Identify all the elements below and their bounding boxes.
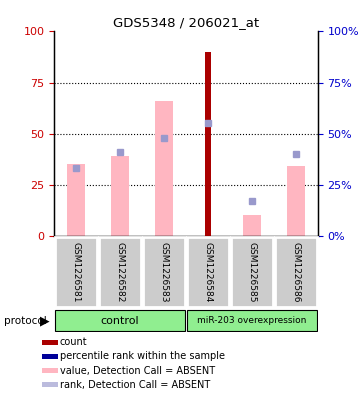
Bar	[243, 215, 261, 236]
Text: rank, Detection Call = ABSENT: rank, Detection Call = ABSENT	[60, 380, 210, 390]
Bar	[155, 101, 173, 236]
Bar	[231, 237, 273, 307]
Text: control: control	[101, 316, 139, 326]
Text: percentile rank within the sample: percentile rank within the sample	[60, 351, 225, 362]
Text: value, Detection Call = ABSENT: value, Detection Call = ABSENT	[60, 365, 215, 376]
Bar	[42, 382, 57, 387]
Text: GSM1226583: GSM1226583	[160, 242, 169, 302]
Text: miR-203 overexpression: miR-203 overexpression	[197, 316, 306, 325]
Text: GSM1226582: GSM1226582	[116, 242, 125, 302]
Text: ▶: ▶	[40, 314, 50, 327]
Bar	[111, 156, 129, 236]
Bar	[287, 166, 305, 236]
Text: GSM1226585: GSM1226585	[247, 242, 256, 302]
Text: GSM1226584: GSM1226584	[203, 242, 212, 302]
Bar	[55, 310, 185, 331]
Text: count: count	[60, 337, 87, 347]
Bar	[55, 237, 97, 307]
Text: protocol: protocol	[4, 316, 46, 326]
Text: GSM1226586: GSM1226586	[291, 242, 300, 302]
Bar	[42, 368, 57, 373]
Bar	[68, 164, 85, 236]
Bar	[99, 237, 141, 307]
Bar	[42, 354, 57, 359]
Bar	[275, 237, 317, 307]
Bar	[187, 310, 317, 331]
Text: GSM1226581: GSM1226581	[71, 242, 81, 302]
Title: GDS5348 / 206021_at: GDS5348 / 206021_at	[113, 16, 259, 29]
Bar	[143, 237, 185, 307]
Bar	[42, 340, 57, 345]
Bar	[187, 237, 229, 307]
Bar	[205, 52, 211, 236]
